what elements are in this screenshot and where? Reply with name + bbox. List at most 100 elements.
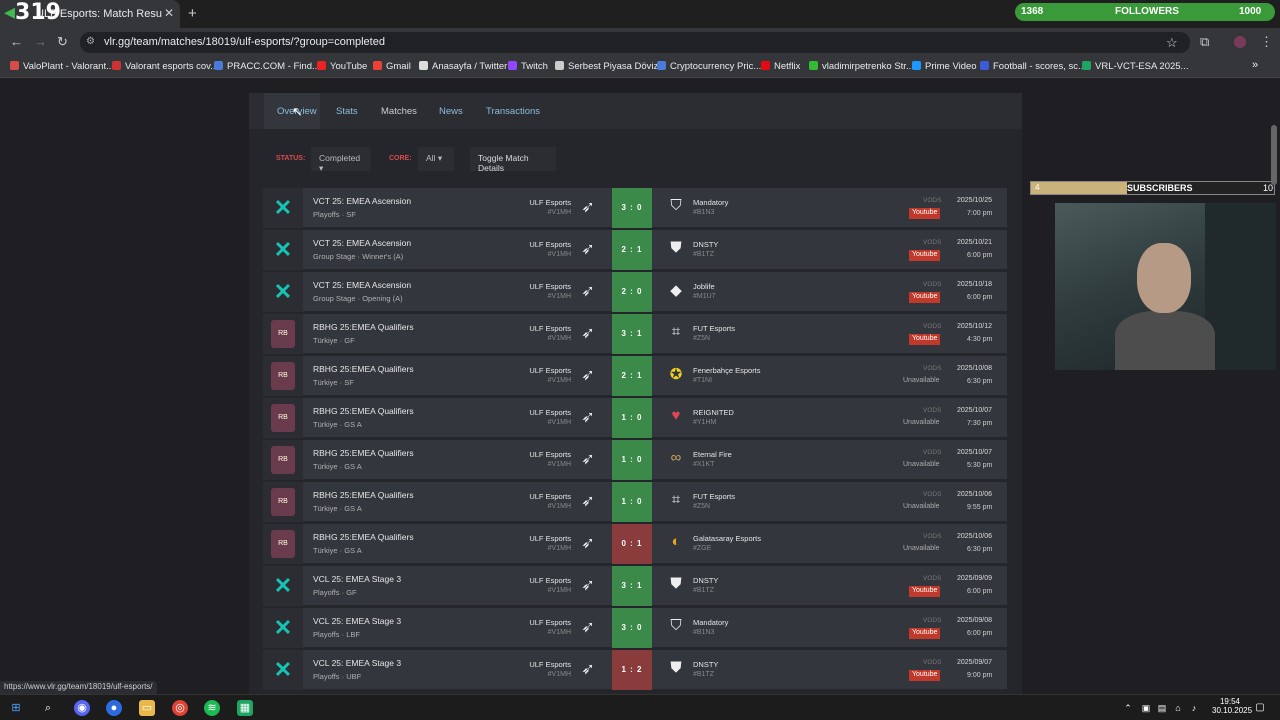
bookmark-item[interactable]: vladimirpetrenko Str... xyxy=(809,61,914,72)
youtube-vod-link[interactable]: Youtube xyxy=(909,670,941,681)
event-logo: ✕ xyxy=(263,272,303,312)
close-tab-icon[interactable]: ✕ xyxy=(164,6,175,20)
bookmark-item[interactable]: Twitch xyxy=(508,61,548,72)
sheets-icon[interactable]: ▦ xyxy=(237,700,253,716)
match-score[interactable]: 2 : 1 xyxy=(612,356,652,396)
page-scrollbar[interactable] xyxy=(1271,125,1277,185)
search-icon[interactable]: ⌕ xyxy=(44,702,52,714)
team2-tag: #B1N3 xyxy=(693,629,715,636)
bookmark-item[interactable]: Valorant esports cov... xyxy=(112,61,218,72)
tab-matches[interactable]: Matches xyxy=(381,106,417,117)
youtube-vod-link[interactable]: Youtube xyxy=(909,208,941,219)
match-row[interactable]: RB RBHG 25:EMEA Qualifiers Türkiye · GS A U… xyxy=(263,524,1007,564)
site-info-icon[interactable]: ⚙ xyxy=(86,36,95,47)
profile-avatar[interactable] xyxy=(1234,36,1246,48)
menu-icon[interactable]: ⋮ xyxy=(1260,34,1273,49)
opponent-logo-icon: ◆ xyxy=(670,282,682,299)
tab-transactions[interactable]: Transactions xyxy=(486,106,541,117)
followers-start: 1368 xyxy=(1021,6,1044,17)
network-icon[interactable]: ⌂ xyxy=(1175,703,1181,713)
youtube-vod-link[interactable]: Youtube xyxy=(909,628,941,639)
address-bar[interactable]: ⚙ vlr.gg/team/matches/18019/ulf-esports/… xyxy=(80,32,1190,53)
match-row[interactable]: RB RBHG 25:EMEA Qualifiers Türkiye · GF ULF… xyxy=(263,314,1007,354)
system-clock[interactable]: 19:54 30.10.2025 xyxy=(1212,697,1253,715)
tray-chevron-icon[interactable]: ⌃ xyxy=(1124,703,1132,713)
team1-tag: #V1MH xyxy=(547,461,571,468)
extensions-icon[interactable]: ⧉ xyxy=(1200,34,1210,49)
windows-start-icon[interactable]: ⊞ xyxy=(11,702,21,714)
youtube-vod-link[interactable]: Youtube xyxy=(909,334,941,345)
bookmark-item[interactable]: Netflix xyxy=(761,61,800,72)
match-row[interactable]: ✕ VCL 25: EMEA Stage 3 Playoffs · GF ULF Es… xyxy=(263,566,1007,606)
bookmark-item[interactable]: Anasayfa / Twitter xyxy=(419,61,507,72)
tab-overview[interactable]: Overview xyxy=(277,106,317,117)
rbhg-event-icon: RB xyxy=(271,446,295,474)
match-date: 2025/10/06 xyxy=(957,533,993,540)
reload-icon[interactable]: ↻ xyxy=(57,34,68,49)
match-row[interactable]: ✕ VCT 25: EMEA Ascension Playoffs · SF ULF … xyxy=(263,188,1007,228)
tray-icon[interactable]: ▣ xyxy=(1141,703,1151,713)
notifications-icon[interactable]: ▢ xyxy=(1255,702,1265,713)
match-row[interactable]: ✕ VCL 25: EMEA Stage 3 Playoffs · LBF ULF E… xyxy=(263,608,1007,648)
match-score[interactable]: 1 : 2 xyxy=(612,650,652,690)
match-score[interactable]: 2 : 1 xyxy=(612,230,652,270)
ulf-logo-icon: ➶ xyxy=(581,199,595,216)
tab-stats[interactable]: Stats xyxy=(336,106,358,117)
youtube-vod-link[interactable]: Youtube xyxy=(909,586,941,597)
bookmark-item[interactable]: YouTube xyxy=(317,61,367,72)
core-filter-select[interactable]: All ▾ xyxy=(418,147,454,171)
valorant-event-icon: ✕ xyxy=(273,615,293,640)
match-score[interactable]: 0 : 1 xyxy=(612,524,652,564)
browser-tab[interactable]: ULF Esports: Match Results | VLR ✕ xyxy=(0,0,180,28)
match-score[interactable]: 2 : 0 xyxy=(612,272,652,312)
match-score[interactable]: 3 : 0 xyxy=(612,188,652,228)
bookmark-item[interactable]: Serbest Piyasa Döviz... xyxy=(555,61,666,72)
bookmark-star-icon[interactable]: ☆ xyxy=(1166,35,1178,50)
match-row[interactable]: RB RBHG 25:EMEA Qualifiers Türkiye · GS A U… xyxy=(263,440,1007,480)
tab-news[interactable]: News xyxy=(439,106,463,117)
match-score[interactable]: 3 : 1 xyxy=(612,566,652,606)
back-icon[interactable]: ← xyxy=(10,34,23,49)
match-row[interactable]: RB RBHG 25:EMEA Qualifiers Türkiye · GS A U… xyxy=(263,482,1007,522)
chrome-icon[interactable]: ◎ xyxy=(172,700,188,716)
volume-icon[interactable]: ♪ xyxy=(1191,703,1197,713)
ulf-logo-icon: ➶ xyxy=(581,325,595,342)
match-row[interactable]: ✕ VCL 25: EMEA Stage 3 Playoffs · UBF ULF E… xyxy=(263,650,1007,690)
bookmark-item[interactable]: Gmail xyxy=(373,61,411,72)
match-row[interactable]: RB RBHG 25:EMEA Qualifiers Türkiye · GS A U… xyxy=(263,398,1007,438)
bookmark-item[interactable]: Football - scores, sc... xyxy=(980,61,1086,72)
youtube-vod-link[interactable]: Youtube xyxy=(909,250,941,261)
vod-unavailable: Unavailable xyxy=(903,545,940,552)
app-icon[interactable]: ● xyxy=(106,700,122,716)
rbhg-event-icon: RB xyxy=(271,488,295,516)
discord-icon[interactable]: ◉ xyxy=(74,700,90,716)
bookmark-item[interactable]: PRACC.COM - Find... xyxy=(214,61,320,72)
toggle-match-details-button[interactable]: Toggle Match Details xyxy=(470,147,556,173)
tray-icon[interactable]: ▤ xyxy=(1157,703,1167,713)
more-bookmarks-icon[interactable]: » xyxy=(1252,59,1259,71)
match-score[interactable]: 1 : 0 xyxy=(612,482,652,522)
youtube-vod-link[interactable]: Youtube xyxy=(909,292,941,303)
bookmark-item[interactable]: VRL-VCT-ESA 2025... xyxy=(1082,61,1188,72)
match-row[interactable]: RB RBHG 25:EMEA Qualifiers Türkiye · SF ULF… xyxy=(263,356,1007,396)
spotify-icon[interactable]: ≋ xyxy=(204,700,220,716)
status-filter-select[interactable]: Completed ▾ xyxy=(311,147,371,173)
new-tab-icon[interactable]: + xyxy=(188,5,197,22)
match-score[interactable]: 1 : 0 xyxy=(612,440,652,480)
team1-tag: #V1MH xyxy=(547,671,571,678)
bookmark-item[interactable]: Cryptocurrency Pric... xyxy=(657,61,761,72)
event-logo: ✕ xyxy=(263,230,303,270)
match-row[interactable]: ✕ VCT 25: EMEA Ascension Group Stage · Ope… xyxy=(263,272,1007,312)
bookmark-item[interactable]: Prime Video xyxy=(912,61,977,72)
file-explorer-icon[interactable]: ▭ xyxy=(139,700,155,716)
vods-label: VODS xyxy=(923,659,942,666)
match-row[interactable]: ✕ VCT 25: EMEA Ascension Group Stage · Win… xyxy=(263,230,1007,270)
event-logo: RB xyxy=(263,482,303,522)
tab-title: ULF Esports: Match Results | VLR xyxy=(36,8,162,20)
match-score[interactable]: 3 : 1 xyxy=(612,314,652,354)
forward-icon[interactable]: → xyxy=(34,34,47,49)
streamer-body xyxy=(1115,311,1215,370)
match-score[interactable]: 3 : 0 xyxy=(612,608,652,648)
match-score[interactable]: 1 : 0 xyxy=(612,398,652,438)
bookmark-item[interactable]: ValoPlant - Valorant... xyxy=(10,61,114,72)
